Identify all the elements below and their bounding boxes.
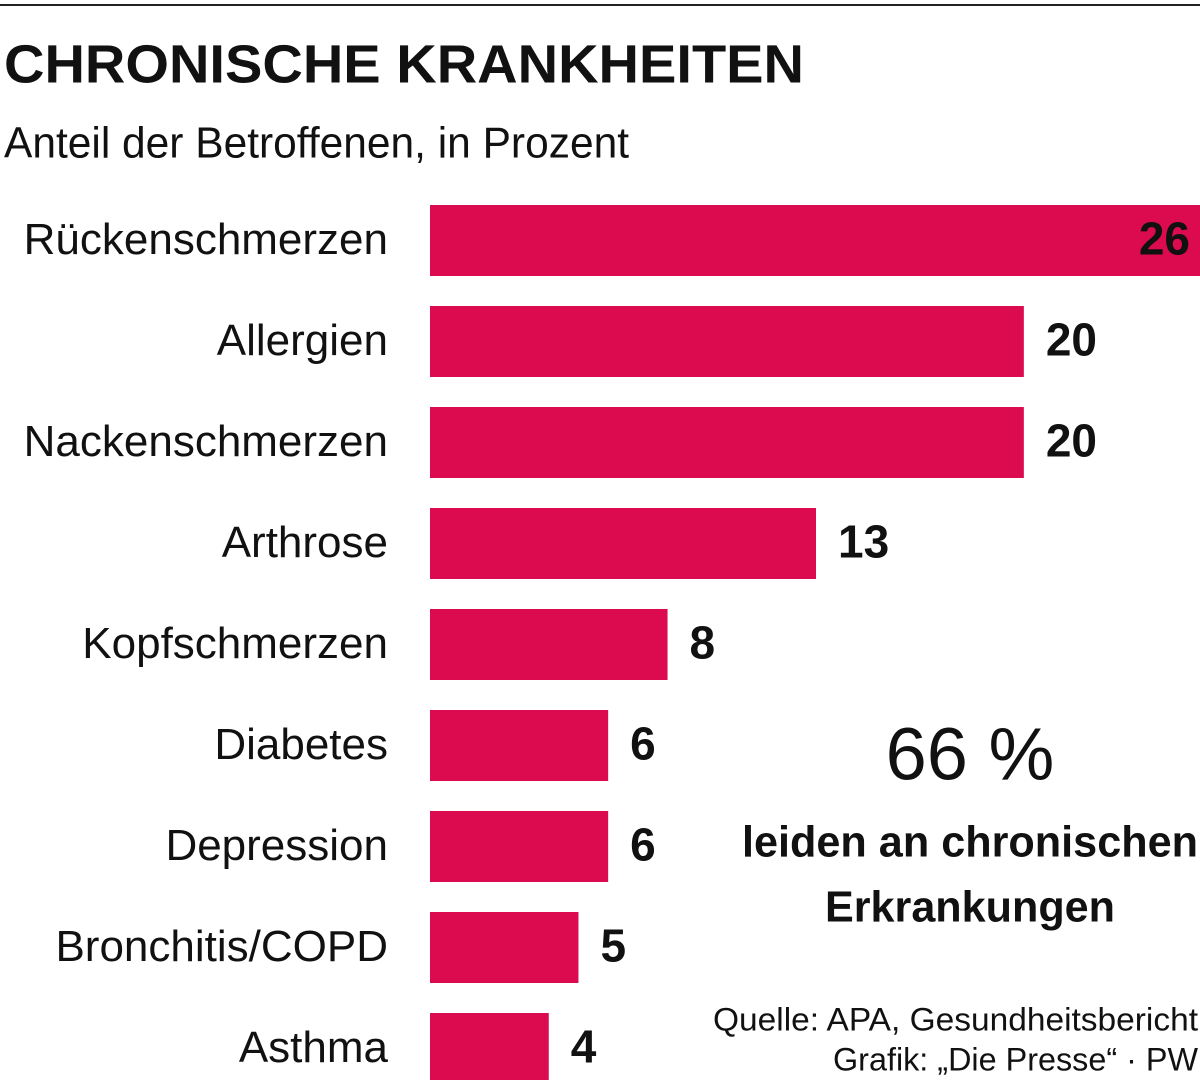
annotation-value: 66 % bbox=[886, 713, 1055, 796]
category-label: Rückenschmerzen bbox=[24, 215, 388, 264]
category-label: Arthrose bbox=[222, 518, 388, 567]
value-label: 4 bbox=[571, 1021, 597, 1073]
value-label: 20 bbox=[1046, 415, 1097, 467]
bar bbox=[430, 205, 1200, 276]
bar bbox=[430, 1013, 549, 1080]
chart-title: CHRONISCHE KRANKHEITEN bbox=[4, 34, 804, 94]
value-label: 6 bbox=[630, 819, 656, 871]
category-label: Bronchitis/COPD bbox=[55, 922, 388, 971]
chart-subtitle: Anteil der Betroffenen, in Prozent bbox=[4, 119, 629, 168]
value-label: 5 bbox=[600, 920, 626, 972]
category-label: Depression bbox=[165, 821, 388, 870]
category-label: Nackenschmerzen bbox=[24, 417, 388, 466]
value-label: 13 bbox=[838, 516, 889, 568]
category-label: Allergien bbox=[217, 316, 388, 365]
bar bbox=[430, 811, 609, 882]
bar bbox=[430, 710, 609, 781]
source-text: Quelle: APA, Gesundheitsbericht bbox=[713, 1001, 1198, 1037]
bar bbox=[430, 609, 668, 680]
category-label: Diabetes bbox=[214, 720, 388, 769]
value-label: 6 bbox=[630, 718, 656, 770]
source-text: Grafik: „Die Presse“ · PW bbox=[833, 1041, 1199, 1077]
bar bbox=[430, 407, 1024, 478]
value-label: 8 bbox=[690, 617, 716, 669]
annotation-line: Erkrankungen bbox=[825, 883, 1115, 932]
category-label: Kopfschmerzen bbox=[82, 619, 388, 668]
bar bbox=[430, 508, 816, 579]
value-label: 20 bbox=[1046, 314, 1097, 366]
annotation-line: leiden an chronischen bbox=[742, 818, 1198, 867]
bar bbox=[430, 912, 579, 983]
bar bbox=[430, 306, 1024, 377]
category-label: Asthma bbox=[239, 1023, 389, 1072]
value-label: 26 bbox=[1139, 213, 1190, 265]
